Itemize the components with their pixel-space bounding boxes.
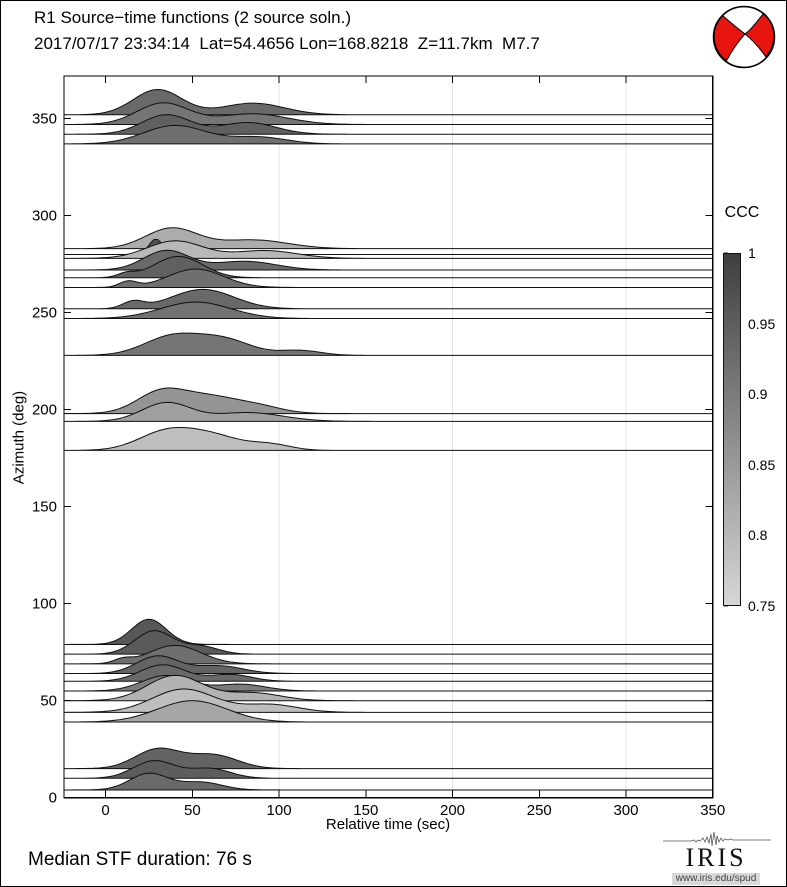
y-tick-label: 350: [31, 110, 57, 128]
y-tick-label: 250: [31, 304, 57, 322]
stf-trace: [63, 772, 714, 791]
y-tick-label: 50: [40, 692, 57, 710]
page-title: R1 Source−time functions (2 source soln.…: [34, 8, 352, 27]
stf-trace: [63, 747, 714, 770]
stf-trace: [63, 387, 714, 415]
stf-trace: [63, 124, 714, 145]
y-tick-label: 300: [31, 207, 57, 225]
beachball-icon: [712, 5, 776, 69]
stf-trace: [63, 618, 714, 645]
stf-trace: [63, 288, 714, 310]
median-duration-text: Median STF duration: 76 s: [28, 849, 252, 870]
stf-trace: [63, 301, 714, 320]
x-tick-label: 200: [440, 802, 466, 819]
stf-trace: [63, 249, 714, 271]
x-tick-label: 350: [700, 802, 726, 819]
colorbar-tick-label: 1: [748, 245, 756, 261]
stf-trace: [63, 401, 714, 422]
seismogram-squiggle-icon: [663, 832, 771, 847]
colorbar-tick-label: 0.95: [748, 315, 776, 332]
stf-trace: [63, 664, 714, 682]
stf-trace: [63, 760, 714, 779]
stf-trace: [63, 700, 714, 723]
colorbar-tick-label: 0.85: [748, 456, 776, 473]
stf-trace: [63, 688, 714, 713]
plot-border: [63, 75, 714, 799]
y-tick-label: 150: [31, 498, 57, 516]
stf-trace: [63, 240, 714, 259]
stf-trace: [63, 332, 714, 356]
axes-group: [63, 75, 714, 799]
stf-trace: [63, 426, 714, 451]
colorbar-bar: [723, 253, 741, 606]
stf-trace: [63, 674, 714, 702]
stf-trace: [63, 102, 714, 125]
colorbar-tick-label: 0.9: [748, 386, 768, 403]
y-tick-label: 100: [31, 595, 57, 613]
event-info-subtitle: 2017/07/17 23:34:14 Lat=54.4656 Lon=168.…: [34, 34, 540, 53]
iris-logo-text: IRIS: [685, 843, 747, 872]
stf-trace: [63, 114, 714, 135]
stf-trace: [63, 88, 714, 116]
y-tick-label: 0: [48, 789, 57, 807]
iris-url-link[interactable]: www.iris.edu/spud: [671, 873, 761, 885]
colorbar-tick-label: 0.75: [748, 598, 776, 614]
beachball-outline: [712, 5, 776, 69]
colorbar-tick-label: 0.8: [748, 527, 768, 544]
stf-traces-group: [63, 88, 714, 791]
stf-trace: [63, 630, 714, 655]
iris-logo: IRIS www.iris.edu/spud: [651, 832, 781, 886]
x-tick-label: 150: [353, 802, 379, 819]
x-axis-label: Relative time (sec): [325, 816, 451, 833]
x-tick-label: 300: [613, 802, 639, 819]
stf-trace: [63, 644, 714, 665]
y-tick-label: 200: [31, 401, 57, 419]
y-axis-label: Azimuth (deg): [10, 390, 28, 485]
stf-trace: [63, 655, 714, 675]
stf-trace: [63, 255, 714, 279]
x-tick-label: 250: [526, 802, 552, 819]
x-tick-label: 100: [266, 802, 292, 819]
colorbar-title: CCC: [724, 204, 760, 221]
x-tick-label: 50: [183, 802, 201, 819]
gridlines-group: [278, 76, 627, 798]
stf-trace: [63, 227, 714, 250]
stf-trace: [63, 268, 714, 288]
x-tick-label: 0: [101, 802, 110, 819]
